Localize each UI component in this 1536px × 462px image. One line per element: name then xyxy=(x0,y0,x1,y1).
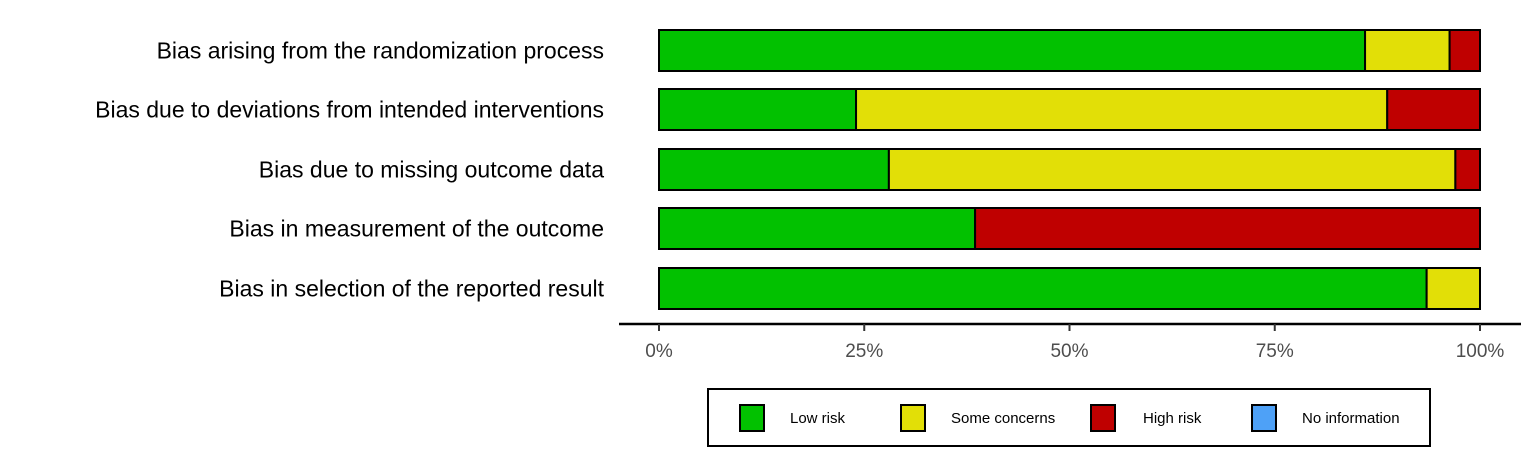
bar-segment-some-concerns-row-1 xyxy=(1364,29,1451,72)
category-label-4: Bias in measurement of the outcome xyxy=(229,216,604,242)
category-label-5: Bias in selection of the reported result xyxy=(219,276,604,302)
bar-segment-low-risk-row-4 xyxy=(658,207,977,250)
bar-segment-some-concerns-row-2 xyxy=(855,88,1389,131)
bar-segment-low-risk-row-5 xyxy=(658,267,1428,310)
legend-label-low-risk: Low risk xyxy=(790,410,846,427)
legend-label-no-information: No information xyxy=(1302,410,1400,427)
category-label-2: Bias due to deviations from intended int… xyxy=(95,97,604,123)
bar-segment-some-concerns-row-3 xyxy=(887,148,1457,191)
bar-segment-low-risk-row-1 xyxy=(658,29,1367,72)
legend-box xyxy=(707,388,1431,447)
legend-key-high-risk xyxy=(1090,404,1116,432)
legend-label-some-concerns: Some concerns xyxy=(951,410,1055,427)
legend-key-some-concerns xyxy=(900,404,926,432)
bar-segment-some-concerns-row-5 xyxy=(1425,267,1482,310)
legend-key-no-information xyxy=(1251,404,1277,432)
legend-label-high-risk: High risk xyxy=(1143,410,1202,427)
category-label-1: Bias arising from the randomization proc… xyxy=(157,38,604,64)
bar-segment-high-risk-row-3 xyxy=(1454,148,1481,191)
legend-key-low-risk xyxy=(739,404,765,432)
bar-segment-low-risk-row-2 xyxy=(658,88,858,131)
bar-segment-low-risk-row-3 xyxy=(658,148,890,191)
x-tick-label-0: 0% xyxy=(645,341,673,362)
bar-segment-high-risk-row-2 xyxy=(1386,88,1482,131)
category-labels: Bias arising from the randomization proc… xyxy=(95,38,604,302)
category-label-3: Bias due to missing outcome data xyxy=(259,157,604,183)
bar-segment-high-risk-row-1 xyxy=(1448,29,1482,72)
x-tick-label-1: 25% xyxy=(845,341,883,362)
bars-layer xyxy=(658,29,1482,310)
x-axis: 0% 25% 50% 75% 100% xyxy=(619,322,1521,362)
x-tick-label-2: 50% xyxy=(1050,341,1088,362)
x-tick-label-3: 75% xyxy=(1256,341,1294,362)
bar-segment-high-risk-row-4 xyxy=(974,207,1482,250)
x-tick-label-4: 100% xyxy=(1456,341,1505,362)
legend: Low risk Some concerns High risk No informa… xyxy=(707,388,1431,447)
